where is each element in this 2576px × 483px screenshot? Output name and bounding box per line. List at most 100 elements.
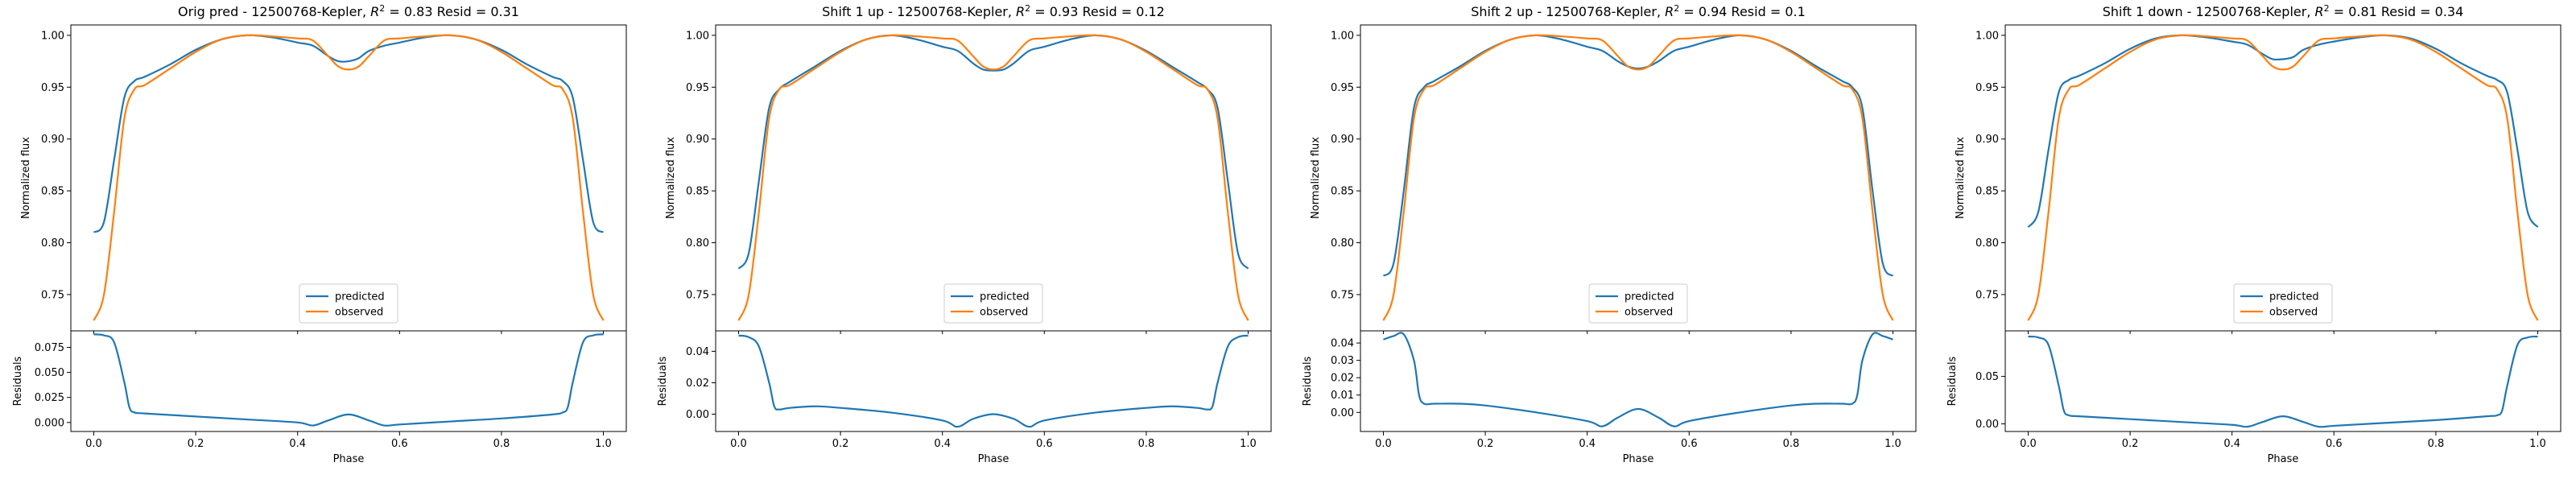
flux-ylabel: Normalized flux xyxy=(1955,137,1967,219)
residual-axes-frame xyxy=(715,330,1272,432)
chart-title-prefix: Orig pred - 12500768-Kepler, xyxy=(178,4,370,19)
legend-label-observed: observed xyxy=(2269,307,2318,319)
residual-xtick-label: 0.6 xyxy=(2326,438,2343,450)
chart-title-r2-sup: 2 xyxy=(379,3,385,14)
flux-ytick-label: 0.85 xyxy=(1331,186,1354,198)
chart-title: Shift 2 up - 12500768-Kepler, R2 = 0.94 … xyxy=(1471,3,1806,19)
flux-ytick-label: 1.00 xyxy=(41,30,64,42)
chart-title-prefix: Shift 1 down - 12500768-Kepler, xyxy=(2103,4,2315,19)
legend-box xyxy=(1588,283,1688,324)
legend-label-predicted: predicted xyxy=(335,291,385,303)
residual-axes-frame xyxy=(2004,330,2562,432)
legend: predicted observed xyxy=(2233,283,2333,324)
legend: predicted observed xyxy=(943,283,1043,324)
residual-axes-frame xyxy=(1360,330,1917,432)
flux-ytick-label: 0.80 xyxy=(1331,237,1354,250)
residual-ytick-label: 0.04 xyxy=(686,346,709,358)
legend-label-predicted: predicted xyxy=(1624,291,1674,303)
residual-ytick-label: 0.00 xyxy=(1331,407,1354,419)
series-line-predicted xyxy=(1382,34,1894,277)
flux-ytick-label: 0.85 xyxy=(686,186,709,198)
chart-title-r2-symbol: R xyxy=(1016,4,1025,19)
legend-label-observed: observed xyxy=(335,307,383,319)
flux-axes: 0.75 0.80 0.85 0.90 0.95 1.00 Normalized flux p… xyxy=(1310,24,1917,334)
flux-ytick-label: 0.90 xyxy=(1975,134,1999,146)
legend-label-observed: observed xyxy=(980,307,1028,319)
residual-xlabel: Phase xyxy=(1623,453,1654,465)
flux-ylabel: Normalized flux xyxy=(20,137,32,219)
residual-ytick-label: 0.04 xyxy=(1331,338,1354,350)
flux-ytick-label: 0.85 xyxy=(41,186,64,198)
chart-title-suffix: = 0.94 Resid = 0.1 xyxy=(1679,4,1806,19)
residual-xtick-label: 0.2 xyxy=(2122,438,2139,450)
residual-ylabel: Residuals xyxy=(12,356,24,406)
residual-xtick-label: 0.6 xyxy=(1681,438,1698,450)
residual-ylabel: Residuals xyxy=(1946,356,1959,406)
flux-ytick-label: 0.95 xyxy=(686,82,709,94)
residual-xlabel: Phase xyxy=(2268,453,2299,465)
chart-title: Orig pred - 12500768-Kepler, R2 = 0.83 R… xyxy=(178,3,519,19)
residual-xtick-label: 0.2 xyxy=(188,438,204,450)
chart-title-r2-sup: 2 xyxy=(1674,3,1679,14)
flux-ytick-label: 0.90 xyxy=(686,134,709,146)
chart-title-r2-symbol: R xyxy=(2314,4,2323,19)
flux-ytick-label: 0.75 xyxy=(686,289,709,301)
series-line-residual xyxy=(2028,335,2538,428)
chart-title: Shift 1 down - 12500768-Kepler, R2 = 0.8… xyxy=(2103,3,2464,19)
legend-label-predicted: predicted xyxy=(2269,291,2319,303)
chart-panel-3: Shift 2 up - 12500768-Kepler, R2 = 0.94 … xyxy=(1302,3,1917,465)
residual-axes-frame xyxy=(70,330,627,432)
residual-xtick-label: 0.0 xyxy=(2020,438,2037,450)
residual-xtick-label: 1.0 xyxy=(1885,438,1901,450)
residual-xtick-label: 0.0 xyxy=(85,438,102,450)
residual-xtick-label: 0.4 xyxy=(934,438,951,450)
residual-ytick-label: 0.03 xyxy=(1331,355,1354,367)
chart-title-suffix: = 0.83 Resid = 0.31 xyxy=(385,4,519,19)
flux-ytick-label: 0.95 xyxy=(1331,82,1354,94)
residual-xtick-label: 0.8 xyxy=(493,438,510,450)
chart-title-r2-sup: 2 xyxy=(1025,3,1030,14)
chart-panel-1: Orig pred - 12500768-Kepler, R2 = 0.83 R… xyxy=(12,3,627,465)
chart-title-suffix: = 0.93 Resid = 0.12 xyxy=(1030,4,1165,19)
flux-axes: 0.75 0.80 0.85 0.90 0.95 1.00 Normalized flux p… xyxy=(1955,24,2562,334)
chart-title-r2-sup: 2 xyxy=(2324,3,2330,14)
series-line-predicted xyxy=(93,34,605,233)
series-line-observed xyxy=(1382,34,1894,321)
flux-ytick-label: 0.80 xyxy=(686,237,709,250)
residual-ytick-label: 0.02 xyxy=(686,378,709,390)
series-line-residual xyxy=(93,333,604,427)
flux-ylabel: Normalized flux xyxy=(1310,137,1322,219)
flux-ytick-label: 0.85 xyxy=(1975,186,1999,198)
flux-ytick-label: 1.00 xyxy=(686,30,709,42)
series-line-observed xyxy=(93,34,605,321)
chart-title-prefix: Shift 1 up - 12500768-Kepler, xyxy=(822,4,1016,19)
residual-ytick-label: 0.01 xyxy=(1331,390,1354,402)
chart-panel-2: Shift 1 up - 12500768-Kepler, R2 = 0.93 … xyxy=(657,3,1272,465)
residual-ytick-label: 0.00 xyxy=(686,409,709,421)
series-line-observed xyxy=(737,34,1249,321)
residual-xtick-label: 0.0 xyxy=(1375,438,1392,450)
flux-ytick-label: 0.95 xyxy=(41,82,64,94)
legend-label-observed: observed xyxy=(1624,307,1673,319)
residual-xtick-label: 0.2 xyxy=(832,438,849,450)
flux-ytick-label: 1.00 xyxy=(1331,30,1354,42)
series-line-residual xyxy=(738,334,1249,428)
residual-xtick-label: 0.2 xyxy=(1477,438,1494,450)
legend: predicted observed xyxy=(1588,283,1688,324)
flux-ytick-label: 0.90 xyxy=(41,134,64,146)
flux-ytick-label: 0.80 xyxy=(1975,237,1999,250)
residual-ylabel: Residuals xyxy=(657,356,669,406)
chart-title-prefix: Shift 2 up - 12500768-Kepler, xyxy=(1471,4,1665,19)
residual-xtick-label: 0.6 xyxy=(1036,438,1053,450)
chart-title-suffix: = 0.81 Resid = 0.34 xyxy=(2330,4,2464,19)
series-line-predicted xyxy=(737,34,1249,270)
residual-ytick-label: 0.02 xyxy=(1331,373,1354,385)
legend-box xyxy=(943,283,1043,324)
residual-ytick-label: 0.05 xyxy=(1975,371,1999,383)
residual-xtick-label: 0.0 xyxy=(730,438,747,450)
residual-ytick-label: 0.00 xyxy=(1975,419,1999,431)
series-line-residual xyxy=(1383,332,1893,427)
residual-xlabel: Phase xyxy=(333,453,365,465)
legend-label-predicted: predicted xyxy=(980,291,1030,303)
